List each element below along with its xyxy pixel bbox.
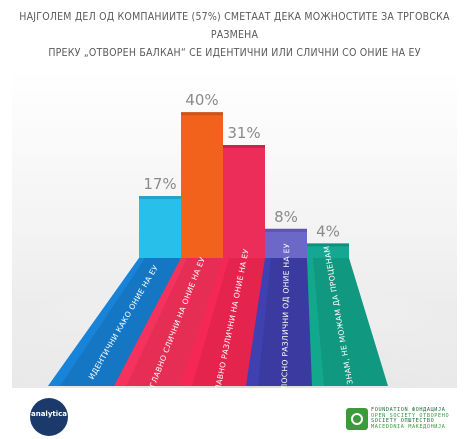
osf-logo-line: SOCIETY ОПШТЕСТВО — [371, 418, 435, 425]
data-label: 40% — [185, 91, 218, 109]
osf-logo-line: OPEN SOCIETY ОТВОРЕНО — [371, 412, 450, 419]
osf-logo-line: FOUNDATION ФОНДАЦИЈА — [371, 407, 446, 413]
category-ribbon — [307, 258, 388, 386]
category-label: ЦЕЛОСНО РАЗЛИЧНИ ОД ОНИЕ НА ЕУ — [280, 243, 291, 401]
chart-title-line-2: ПРЕКУ „ОТВОРЕН БАЛКАН“ СЕ ИДЕНТИЧНИ ИЛИ … — [48, 47, 421, 59]
bar-top-cap — [139, 196, 181, 200]
osf-logo-icon — [346, 408, 368, 430]
data-label: 4% — [316, 222, 340, 240]
data-label: 31% — [227, 124, 260, 142]
bar — [265, 228, 307, 258]
bar-top-cap — [265, 228, 307, 232]
category-ribbon-highlight — [48, 258, 145, 386]
bar — [307, 243, 349, 258]
bar-top-cap — [307, 243, 349, 247]
analytica-logo: analytica — [30, 398, 76, 436]
bar — [139, 196, 181, 258]
data-label: 17% — [143, 175, 176, 193]
category-ribbon-highlight — [180, 258, 229, 386]
chart-title: НАЈГОЛЕМ ДЕЛ ОД КОМПАНИИТЕ (57%) СМЕТААТ… — [8, 8, 461, 62]
category-ribbon-highlight — [114, 258, 187, 386]
bar — [223, 145, 265, 258]
analytica-logo-icon — [30, 398, 68, 436]
osf-logo-line: MACEDONIA МАКЕДОНИЈА — [371, 423, 446, 430]
bar-top-cap — [223, 145, 265, 149]
data-label: 8% — [274, 208, 298, 226]
category-ribbon-highlight — [246, 258, 271, 386]
category-ribbon-highlight — [307, 258, 324, 386]
analytica-logo-text: analytica — [30, 410, 67, 418]
bar — [181, 112, 223, 258]
osf-logo: FOUNDATION ФОНДАЦИЈА OPEN SOCIETY ОТВОРЕ… — [346, 407, 456, 432]
bar-top-cap — [181, 112, 223, 116]
chart-title-line-1: НАЈГОЛЕМ ДЕЛ ОД КОМПАНИИТЕ (57%) СМЕТААТ… — [19, 11, 450, 41]
